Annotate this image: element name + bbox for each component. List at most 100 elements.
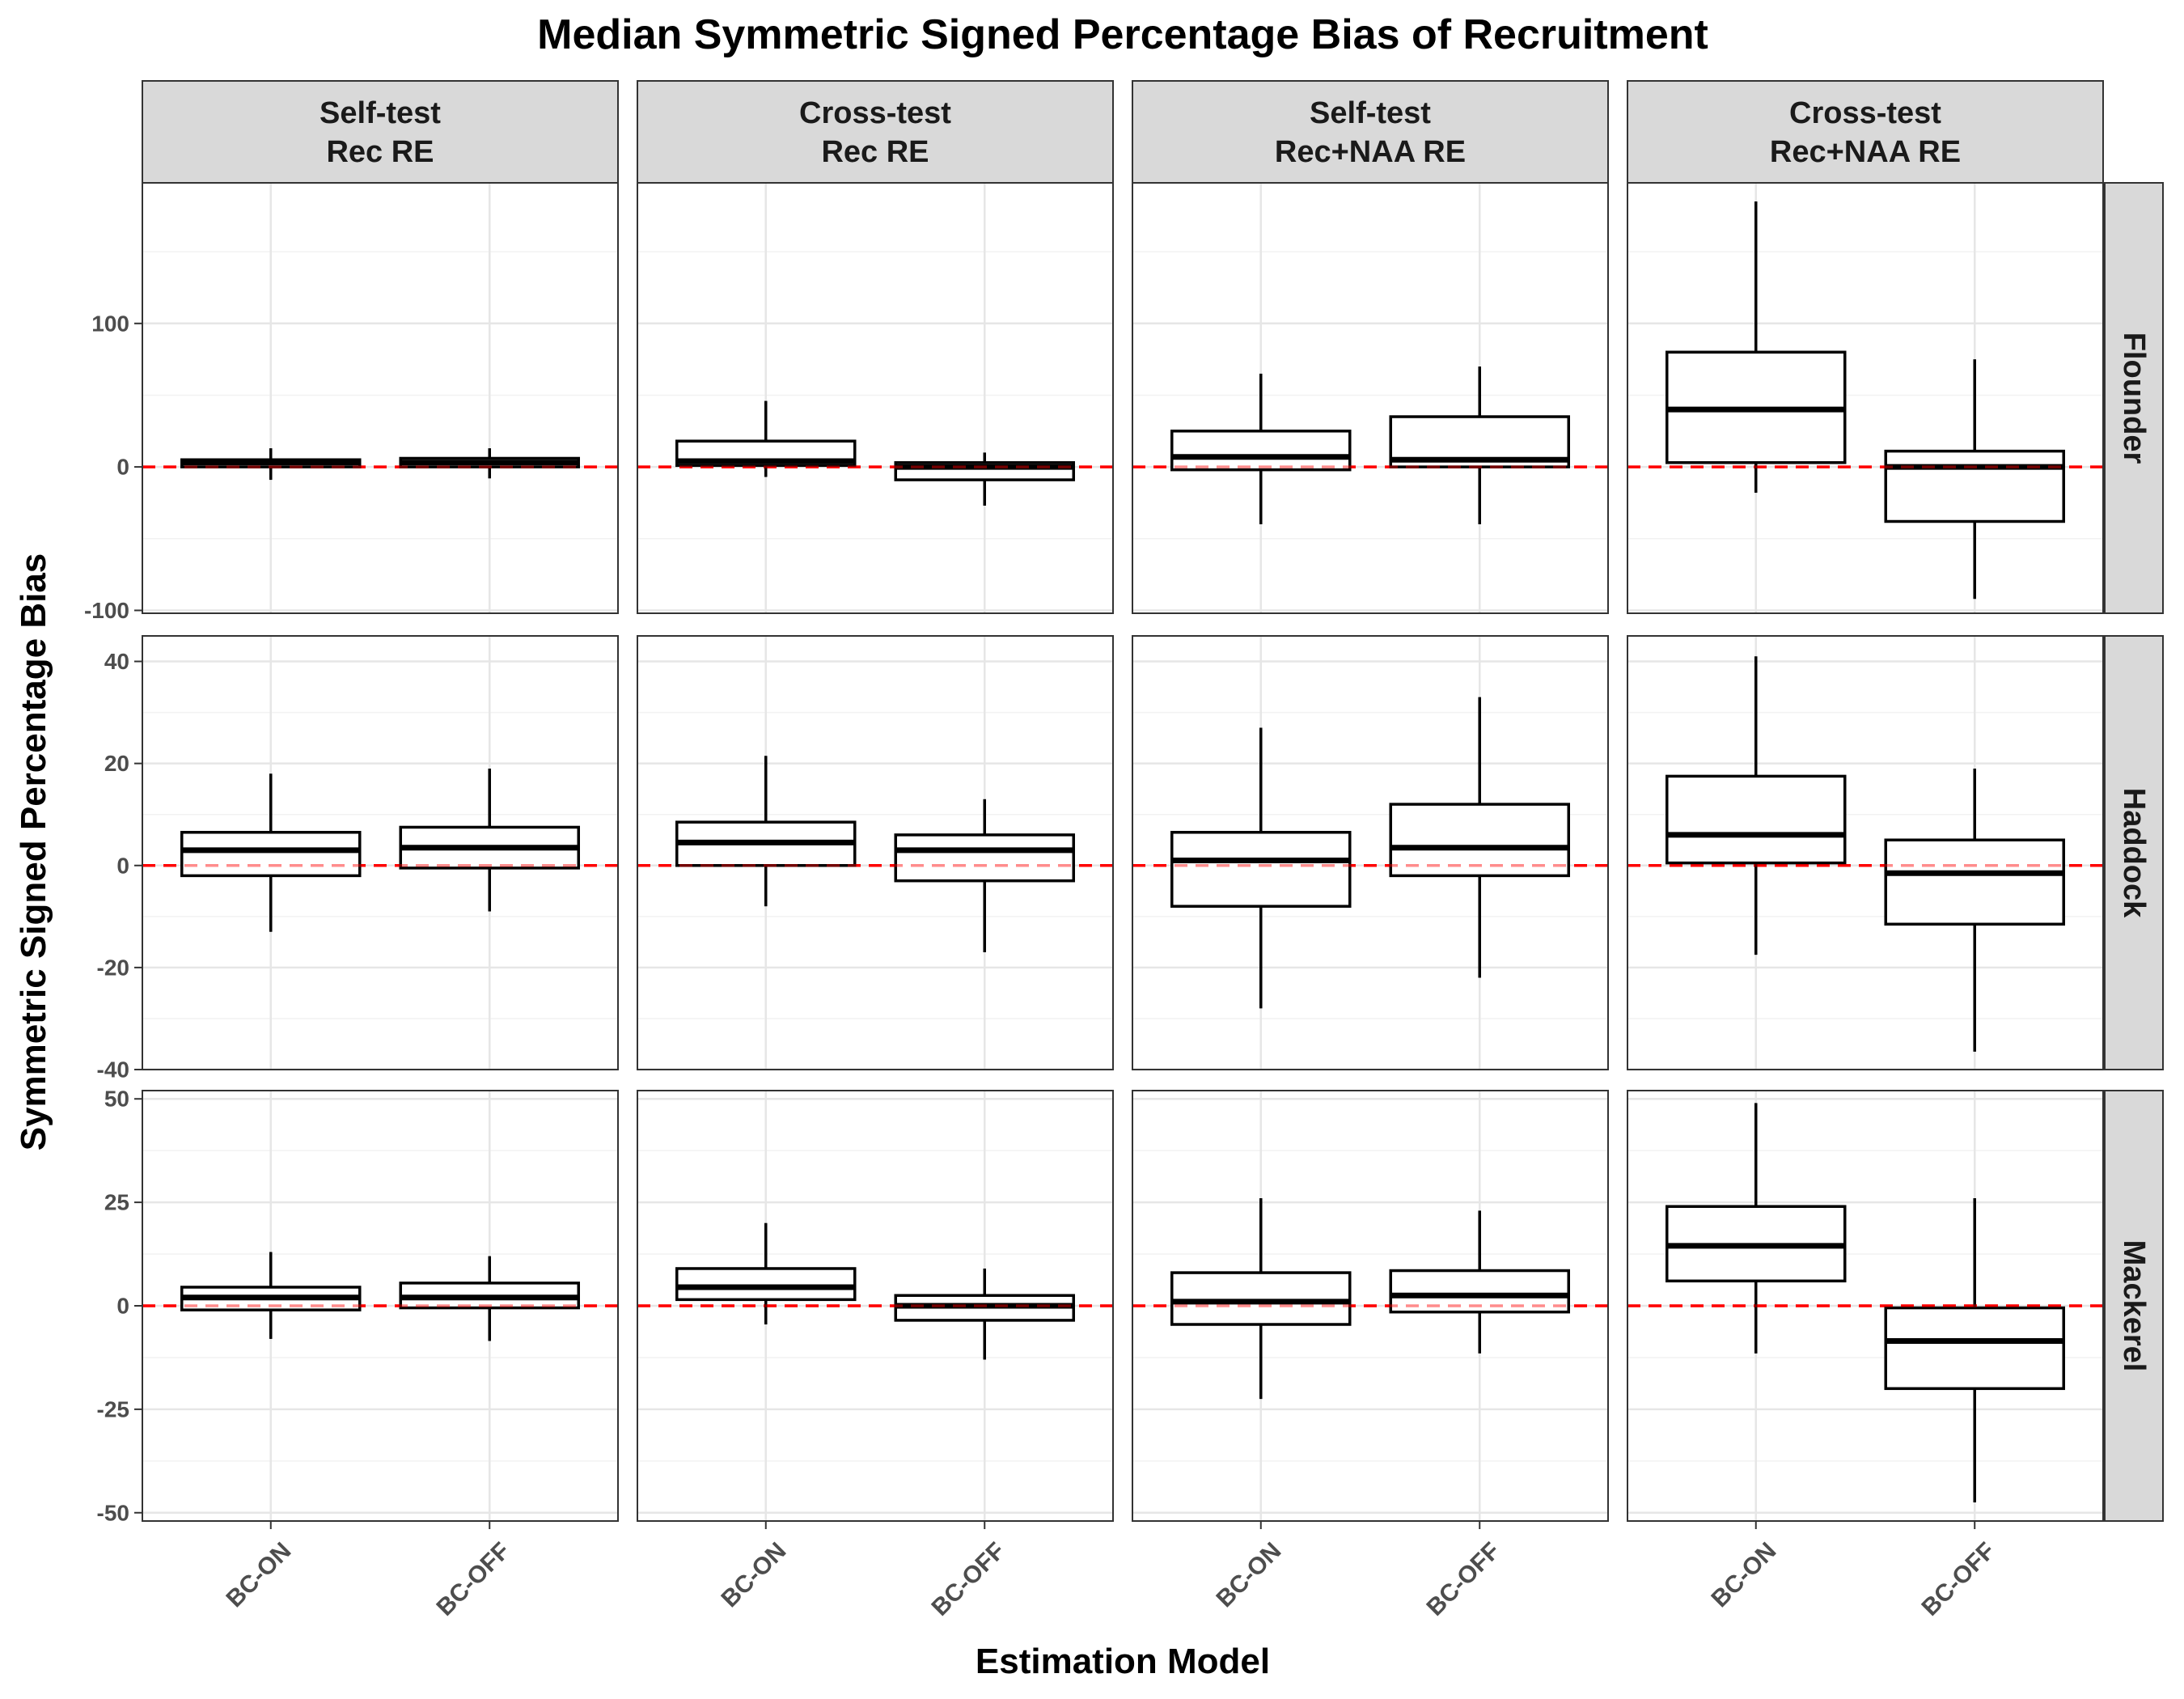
- y-tick-label: -25: [97, 1396, 129, 1421]
- panel: [1132, 635, 1609, 1071]
- box-bc-on: [1666, 201, 1847, 494]
- box-bc-off: [399, 448, 580, 479]
- panel-border: [637, 182, 1114, 614]
- y-tick-label: 0: [116, 1294, 129, 1319]
- panel: [1132, 182, 1609, 614]
- row-strip-background: [2104, 635, 2164, 1070]
- panel-border: [1132, 635, 1609, 1070]
- column-strip-background: [1627, 80, 2104, 184]
- panel-border: [142, 635, 619, 1070]
- box-bc-on: [675, 1222, 857, 1325]
- y-tick-label: 50: [104, 1087, 129, 1112]
- y-tick-label: 0: [116, 455, 129, 480]
- row-strip-label: Mackerel: [2117, 1240, 2151, 1372]
- panel-border: [1132, 1090, 1609, 1522]
- box-bc-off: [894, 1268, 1075, 1360]
- y-tick-label: -40: [97, 1057, 129, 1083]
- row-strip-label: Flounder: [2117, 333, 2151, 464]
- box-bc-on: [180, 773, 362, 932]
- panel: [1627, 635, 2104, 1071]
- panel: [142, 182, 619, 614]
- box-bc-on: [675, 400, 857, 477]
- panel-border: [142, 182, 619, 614]
- box-bc-on: [1666, 656, 1847, 955]
- box-bc-off: [894, 799, 1075, 952]
- box-bc-on: [1170, 727, 1352, 1009]
- panel-border: [142, 1090, 619, 1522]
- y-tick-label: 20: [104, 751, 129, 776]
- box-bc-off: [1884, 1198, 2065, 1502]
- box-bc-off: [1884, 768, 2065, 1052]
- column-strip-line1: Self-test: [1310, 96, 1431, 130]
- panel-background: [1132, 183, 1608, 613]
- box-bc-on: [1666, 1103, 1847, 1354]
- row-strip-background: [2104, 182, 2164, 614]
- column-strip: Self-test Rec+NAA RE: [1132, 80, 1609, 184]
- panel-background: [142, 183, 618, 613]
- row-strip-background: [2104, 1090, 2164, 1522]
- box-iqr: [1884, 449, 2065, 523]
- box-bc-off: [1389, 366, 1570, 525]
- box-bc-off: [1389, 697, 1570, 978]
- panel: [142, 1090, 619, 1522]
- row-strip: Haddock: [2104, 635, 2164, 1070]
- column-strip-line2: Rec RE: [821, 135, 929, 169]
- box-iqr: [894, 833, 1075, 883]
- row-strip-label: Haddock: [2117, 788, 2151, 918]
- x-axis-title: Estimation Model: [976, 1642, 1270, 1681]
- y-tick-label: 25: [104, 1190, 129, 1215]
- panel-border: [637, 1090, 1114, 1522]
- column-strip-background: [142, 80, 619, 184]
- row-strip: Mackerel: [2104, 1090, 2164, 1522]
- column-strip-line2: Rec+NAA RE: [1275, 135, 1466, 169]
- panel: [637, 182, 1114, 614]
- panel-border: [1627, 635, 2104, 1070]
- y-tick-label: -100: [84, 598, 129, 623]
- row-strip: Flounder: [2104, 182, 2164, 614]
- column-strip: Cross-test Rec+NAA RE: [1627, 80, 2104, 184]
- box-bc-off: [894, 452, 1075, 506]
- box-iqr: [1884, 1306, 2065, 1391]
- box-bc-on: [180, 448, 362, 481]
- panel: [1132, 1090, 1609, 1522]
- panel-border: [1627, 1090, 2104, 1522]
- box-iqr: [1884, 838, 2065, 926]
- panel-border: [1132, 182, 1609, 614]
- box-iqr: [1170, 430, 1352, 472]
- y-tick-label: 40: [104, 649, 129, 674]
- box-bc-off: [399, 768, 580, 912]
- panel-background: [637, 183, 1113, 613]
- box-iqr: [1170, 1271, 1352, 1326]
- column-strip-background: [1132, 80, 1609, 184]
- column-strip-line1: Cross-test: [799, 96, 951, 130]
- box-iqr: [1389, 1269, 1570, 1314]
- y-axis-title: Symmetric Signed Percentage Bias: [14, 553, 53, 1151]
- panel: [1627, 1090, 2104, 1522]
- chart-title: Median Symmetric Signed Percentage Bias …: [537, 11, 1708, 58]
- box-iqr: [1389, 803, 1570, 878]
- column-strip-line2: Rec+NAA RE: [1770, 135, 1961, 169]
- column-strip-line2: Rec RE: [326, 135, 434, 169]
- y-tick-label: -20: [97, 955, 129, 980]
- column-strip-line1: Self-test: [320, 96, 441, 130]
- box-iqr: [1170, 831, 1352, 908]
- box-bc-on: [1170, 1198, 1352, 1400]
- y-tick-label: 0: [116, 853, 129, 878]
- panel-border: [637, 635, 1114, 1070]
- column-strip: Cross-test Rec RE: [637, 80, 1114, 184]
- box-bc-off: [1884, 359, 2065, 600]
- panel: [637, 635, 1114, 1071]
- y-tick-label: 100: [91, 311, 129, 336]
- y-tick-label: -50: [97, 1500, 129, 1525]
- panel-border: [1627, 182, 2104, 614]
- box-iqr: [180, 831, 362, 878]
- box-bc-on: [1170, 373, 1352, 525]
- box-bc-off: [399, 1256, 580, 1341]
- panel: [1627, 182, 2104, 614]
- column-strip: Self-test Rec RE: [142, 80, 619, 184]
- panel: [637, 1090, 1114, 1522]
- box-bc-on: [675, 756, 857, 907]
- column-strip-line1: Cross-test: [1789, 96, 1941, 130]
- box-bc-off: [1389, 1210, 1570, 1354]
